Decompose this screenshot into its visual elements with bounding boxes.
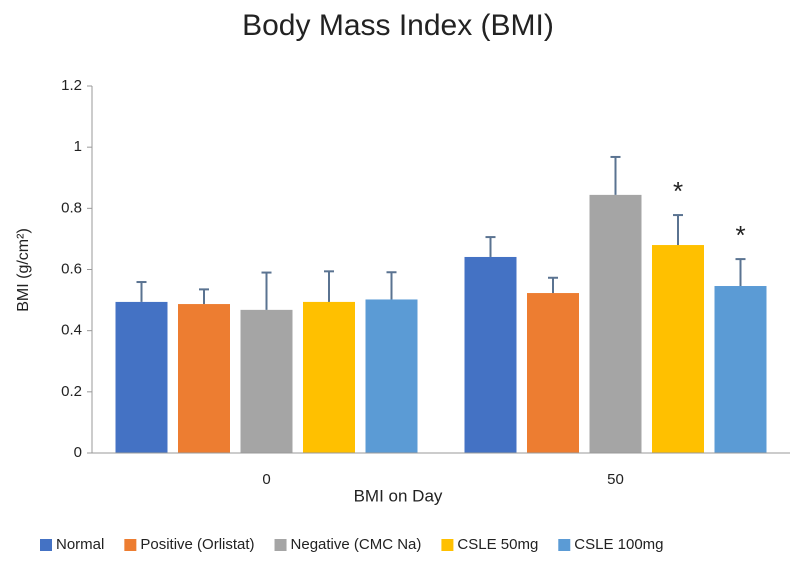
bar bbox=[240, 309, 293, 453]
chart-title: Body Mass Index (BMI) bbox=[242, 9, 554, 42]
bar bbox=[527, 293, 579, 453]
y-tick-label: 0.4 bbox=[61, 322, 82, 339]
y-tick-label: 1 bbox=[74, 138, 82, 155]
x-tick-label: 0 bbox=[262, 471, 270, 488]
legend-label: Negative (CMC Na) bbox=[291, 536, 422, 553]
bar bbox=[365, 299, 418, 453]
legend-swatch bbox=[558, 539, 571, 551]
y-tick-label: 0.8 bbox=[61, 199, 82, 216]
x-tick-label: 50 bbox=[607, 471, 624, 488]
bar bbox=[115, 301, 168, 453]
x-axis-title: BMI on Day bbox=[354, 486, 443, 505]
legend-swatch bbox=[124, 539, 137, 551]
bar bbox=[464, 256, 517, 453]
legend-label: Normal bbox=[56, 536, 104, 553]
legend-swatch bbox=[274, 539, 287, 551]
bar bbox=[589, 194, 642, 454]
bar bbox=[714, 286, 767, 453]
bar bbox=[178, 304, 230, 453]
y-tick-label: 0 bbox=[74, 444, 82, 461]
annotation: * bbox=[735, 220, 745, 250]
bar bbox=[652, 245, 704, 453]
annotation: * bbox=[673, 176, 683, 206]
legend-label: Positive (Orlistat) bbox=[140, 536, 254, 553]
bar bbox=[303, 301, 355, 453]
legend-swatch bbox=[441, 539, 454, 551]
y-tick-label: 1.2 bbox=[61, 77, 82, 94]
legend-label: CSLE 100mg bbox=[574, 536, 663, 553]
legend-label: CSLE 50mg bbox=[457, 536, 538, 553]
legend-swatch bbox=[40, 539, 52, 551]
y-axis-title: BMI (g/cm²) bbox=[15, 228, 32, 312]
y-tick-label: 0.2 bbox=[61, 383, 82, 400]
y-tick-label: 0.6 bbox=[61, 260, 82, 277]
